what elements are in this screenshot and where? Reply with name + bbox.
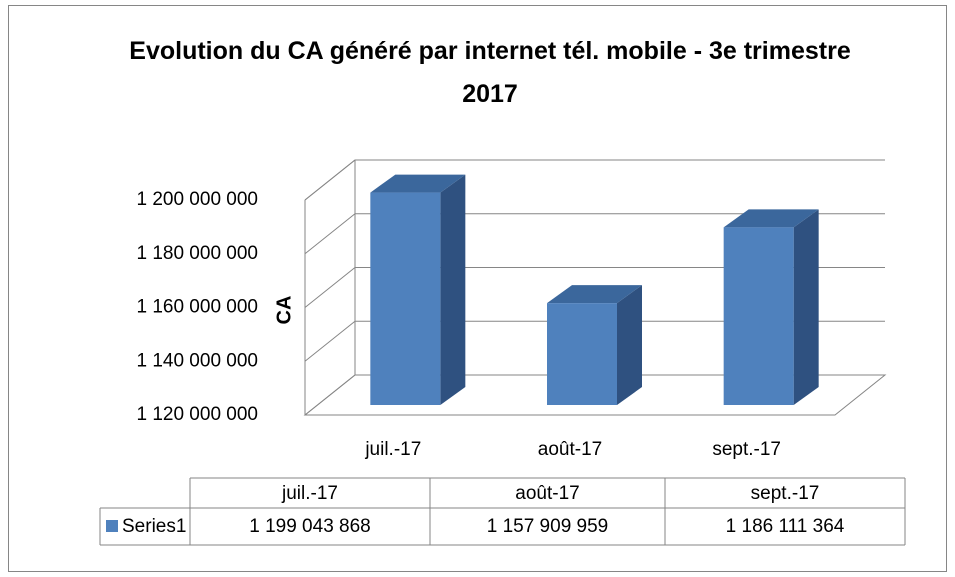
chart-title: Evolution du CA généré par internet tél.… — [129, 37, 851, 108]
bar-side — [793, 209, 819, 405]
bar-side — [440, 174, 466, 405]
y-tick-label: 1 120 000 000 — [136, 404, 258, 425]
x-tick-label: sept.-17 — [712, 439, 781, 460]
table-header: juil.-17 — [281, 483, 338, 504]
y-axis-label: CA — [273, 296, 295, 325]
table-header: août-17 — [515, 483, 579, 504]
grid-line — [304, 213, 885, 255]
grid-line — [304, 159, 885, 201]
legend-swatch — [106, 520, 118, 532]
bar — [723, 209, 819, 405]
x-tick-label: juil.-17 — [364, 439, 421, 460]
table-value: 1 186 111 364 — [726, 516, 845, 537]
bar-top — [370, 174, 466, 193]
bar-front — [370, 192, 441, 405]
grid-line — [304, 320, 885, 362]
bar — [547, 285, 642, 405]
y-tick-label: 1 200 000 000 — [136, 189, 258, 210]
table-value: 1 199 043 868 — [249, 516, 371, 537]
grid-line — [304, 374, 885, 416]
y-tick-label: 1 140 000 000 — [136, 350, 258, 371]
y-tick-label: 1 160 000 000 — [136, 297, 258, 318]
table-header: sept.-17 — [751, 483, 820, 504]
bar-front — [547, 303, 617, 405]
bar — [370, 174, 466, 405]
bar-front — [723, 227, 794, 405]
bar-top — [723, 209, 819, 228]
bar-top — [547, 285, 642, 304]
x-tick-label: août-17 — [538, 439, 602, 460]
table-value: 1 157 909 959 — [487, 516, 609, 537]
bar-side — [617, 285, 642, 405]
grid-line — [304, 267, 885, 308]
legend-label: Series1 — [122, 516, 186, 537]
y-tick-label: 1 180 000 000 — [136, 243, 258, 264]
